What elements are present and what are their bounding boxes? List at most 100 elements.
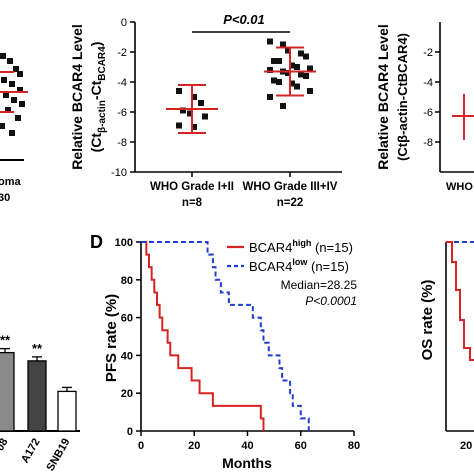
km-x-tick-label: 20 [188,440,200,452]
left-bar-label: SNB19 [44,437,72,474]
km-pvalue-label: P<0.0001 [305,294,357,308]
left-scatter-point [9,81,15,87]
scatter-point [303,73,309,79]
scatter-point [276,58,282,64]
scatter-point [307,65,313,72]
km-x-tick-label: 60 [295,440,307,452]
left-scatter-point [19,101,25,107]
scatter-category-label: WHO Grade I+II [150,181,234,193]
left-scatter-point [17,87,23,93]
km-curve-high [141,241,265,431]
scatter-point [294,83,300,90]
km-y-ticks: 0 20 40 60 80 100 [115,237,141,438]
scatter-point [289,62,295,69]
left-partial-panel: oma 30 ** 08 ** A172 SNB19 [0,53,80,473]
right-ylabel-sub: (Ctβ-actin-CtBCAR4) [395,33,410,161]
scatter-ylabel-sub: (Ctβ-actin-CtBCAR4) [88,42,108,153]
scatter-point [267,67,273,73]
scatter-point [198,100,204,106]
scatter-point [271,58,277,64]
left-scatter-point [7,58,13,64]
left-scatter-point [1,77,7,83]
scatter-point [267,94,273,100]
left-bar-label: 08 [0,437,11,454]
right-y-tick-label: -8 [423,137,433,149]
scatter-point [176,88,182,94]
left-scatter-point [3,92,9,98]
scatter-point [298,71,304,78]
legend-low-label: BCAR4low (n=15) [249,257,349,274]
km-y-tick-label: 40 [121,350,133,362]
left-scatter-point [0,53,6,59]
right-km-ylabel: OS rate (%) [419,280,436,361]
left-scatter-point [11,97,17,103]
km-y-tick-label: 80 [121,275,133,287]
scatter-point [180,107,186,114]
right-y-ticks: -2 -4 -6 -8 [423,47,440,149]
scatter-y-tick-label: -6 [117,107,127,119]
scatter-y-tick-label: -8 [117,137,127,149]
scatter-point [191,94,197,100]
scatter-point [289,80,295,87]
km-x-ticks: 0 20 40 60 80 [138,431,360,452]
km-y-tick-label: 20 [121,388,133,400]
scatter-ylabel-main: Relative BCAR4 Level [69,24,85,170]
scatter-point [202,113,208,120]
scatter-point [187,110,193,117]
scatter-category-labels: WHO Grade I+II n=8 WHO Grade III+IV n=22 [150,181,338,209]
scatter-point [303,53,309,60]
scatter-point [280,103,286,109]
left-scatter-point [15,115,21,121]
scatter-point [280,41,286,48]
scatter-point [176,122,182,129]
left-scatter-point [9,130,15,136]
left-bar [27,360,47,432]
scatter-n-label: n=8 [182,197,203,209]
scatter-x-ticks [191,172,291,177]
km-y-tick-label: 0 [127,426,133,438]
km-curve-low [141,241,310,431]
km-y-tick-label: 100 [115,237,133,249]
km-curves [141,241,310,431]
left-partial-bars: ** 08 ** A172 SNB19 [0,333,80,474]
right-partial-panel: Relative BCAR4 Level (Ctβ-actin-CtBCAR4)… [375,22,474,452]
left-partial-scatter [0,53,28,136]
scatter-point [285,47,291,54]
scatter-n-label: n=22 [277,197,304,209]
scatter-y-ticks: 0 -2 -4 -6 -8 -10 [111,17,135,179]
right-y-tick-label: -6 [423,107,433,119]
left-scatter-point [5,107,11,113]
scatter-y-tick-label: -2 [117,47,127,59]
right-km-high-curve [446,241,474,361]
left-scatter-point [13,66,19,72]
panel-letter-d: D [90,232,103,252]
left-scatter-point [0,123,5,129]
scatter-point [191,124,197,130]
scatter-point [276,79,282,85]
km-x-tick-label: 0 [138,440,144,452]
legend-high-label: BCAR4high (n=15) [249,238,353,255]
km-x-tick-label: 80 [348,440,360,452]
km-legend: BCAR4high (n=15) BCAR4low (n=15) Median=… [227,238,357,308]
right-y-tick-label: -4 [423,77,433,89]
left-tick-label: oma [0,176,22,188]
left-bar [57,390,77,432]
right-xlabel-fragment: WHO [446,181,473,193]
scatter-points [176,38,313,130]
scatter-point [267,38,273,45]
scatter-y-tick-label: 0 [121,17,127,29]
scatter-pvalue-label: P<0.01 [223,12,265,27]
right-ylabel-main: Relative BCAR4 Level [375,24,391,170]
km-y-tick-label: 60 [121,313,133,325]
km-ylabel: PFS rate (%) [103,294,120,382]
km-xlabel: Months [222,455,272,471]
km-x-tick-label: 40 [241,440,253,452]
right-y-tick-label: -2 [423,47,433,59]
left-bar-label: A172 [19,437,43,466]
scatter-point [271,77,277,84]
km-chart: D PFS rate (%) 0 20 40 60 80 100 0 20 40 60 80 Mo… [90,232,360,471]
scatter-y-tick-label: -4 [117,77,127,89]
left-bar-sig: ** [0,333,11,348]
scatter-mean-sd-bars [166,46,316,134]
